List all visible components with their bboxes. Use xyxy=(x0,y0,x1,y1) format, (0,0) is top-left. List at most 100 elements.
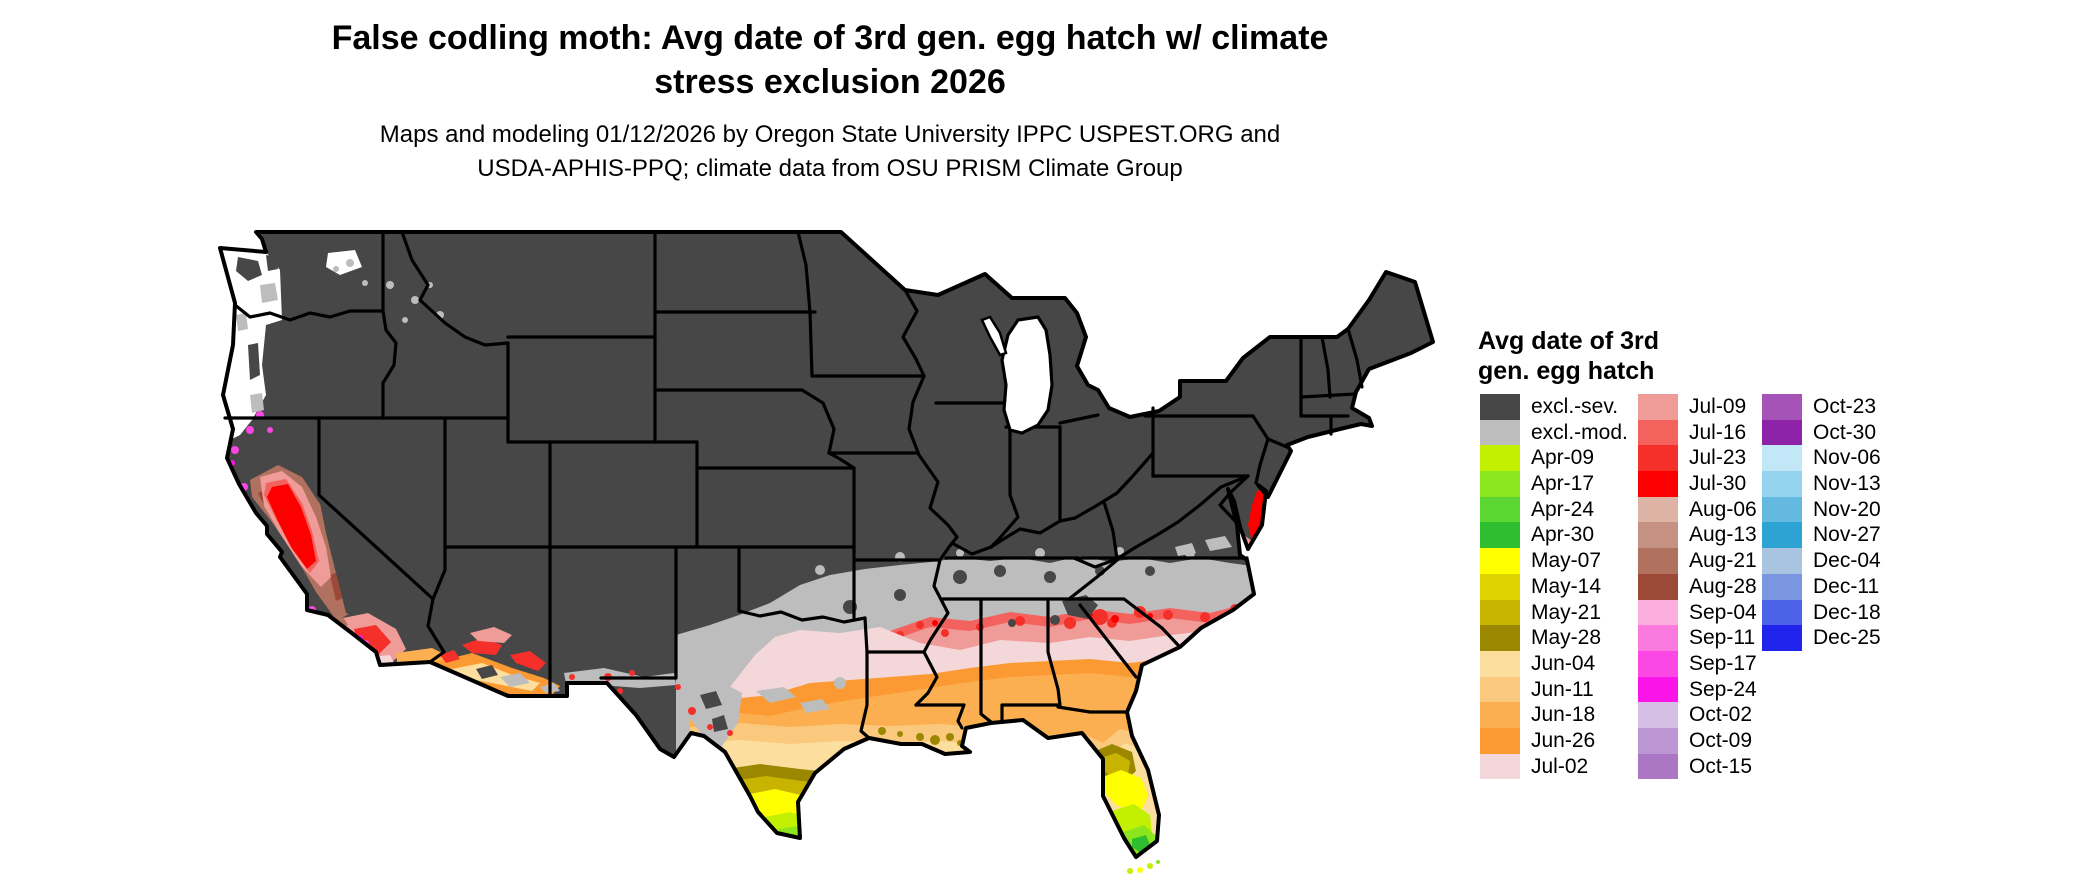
legend-label: Oct-30 xyxy=(1813,420,1877,444)
legend-row: Dec-18 xyxy=(1762,599,1881,626)
legend-row: Oct-23 xyxy=(1762,394,1881,420)
region-delmarva-jul30 xyxy=(1248,489,1265,541)
legend-label: Oct-15 xyxy=(1689,754,1753,778)
legend-row: Aug-06 xyxy=(1638,496,1757,523)
map-fill-regions xyxy=(220,232,1433,857)
legend-column-2: Jul-09 Jul-16 Jul-23 Jul-30 Aug-06 Aug-13 Aug-… xyxy=(1638,394,1757,780)
legend-row: Apr-17 xyxy=(1480,471,1628,497)
region-pnw-dark-patches xyxy=(236,255,278,380)
region-wtx-gray xyxy=(676,677,742,749)
legend-row: May-14 xyxy=(1480,573,1628,600)
legend-swatch xyxy=(1480,445,1520,472)
legend-label: Oct-02 xyxy=(1689,703,1753,727)
legend-row: Aug-28 xyxy=(1638,573,1757,600)
legend-row: Apr-24 xyxy=(1480,496,1628,523)
legend-label: Jul-30 xyxy=(1689,472,1747,496)
legend-row: Oct-09 xyxy=(1638,727,1757,754)
legend-row: Dec-25 xyxy=(1762,625,1881,651)
legend-label: Jun-04 xyxy=(1531,651,1596,675)
green-bay xyxy=(980,315,1008,357)
legend-swatch xyxy=(1480,599,1520,626)
legend-row: May-07 xyxy=(1480,548,1628,574)
region-la-olive-specks xyxy=(878,727,963,746)
legend-row: May-28 xyxy=(1480,625,1628,651)
legend-label: Apr-24 xyxy=(1531,497,1595,521)
legend-swatch xyxy=(1762,573,1802,600)
title-line-2: stress exclusion 2026 xyxy=(654,63,1006,101)
lake-michigan xyxy=(1000,315,1054,435)
region-may07-tx xyxy=(745,789,825,857)
region-may07-fl xyxy=(1100,770,1148,814)
legend-label: Dec-25 xyxy=(1813,626,1881,650)
legend-swatch xyxy=(1638,496,1678,523)
legend-row: Jul-09 xyxy=(1638,394,1757,420)
region-oct-purple-specks xyxy=(342,654,365,665)
legend-label: Oct-09 xyxy=(1689,728,1753,752)
legend-swatch xyxy=(1480,676,1520,703)
legend-swatch xyxy=(1480,753,1520,780)
legend-swatch xyxy=(1638,419,1678,446)
legend-label: excl.-sev. xyxy=(1531,395,1619,418)
legend-row: Sep-11 xyxy=(1638,625,1757,651)
legend-swatch xyxy=(1638,650,1678,677)
legend-row: Jun-11 xyxy=(1480,676,1628,703)
region-ca-jul30-core xyxy=(267,484,316,569)
region-sierra-dark xyxy=(318,487,369,618)
legend-label: Sep-17 xyxy=(1689,651,1757,675)
legend-swatch xyxy=(1638,471,1678,497)
legend-row: Oct-02 xyxy=(1638,702,1757,728)
legend-row: Dec-11 xyxy=(1762,573,1881,600)
legend-row: Sep-24 xyxy=(1638,676,1757,703)
legend-swatch xyxy=(1638,445,1678,472)
legend-label: Aug-28 xyxy=(1689,574,1757,598)
legend-label: Sep-11 xyxy=(1689,626,1756,650)
us-outline xyxy=(218,230,1435,859)
legend-label: Sep-04 xyxy=(1689,600,1757,624)
legend-label: Apr-09 xyxy=(1531,446,1595,470)
legend-row: Aug-21 xyxy=(1638,548,1757,574)
legend-label: Nov-06 xyxy=(1813,446,1881,470)
legend-swatch xyxy=(1638,625,1678,651)
us-map xyxy=(200,225,1450,885)
legend-row: Jun-26 xyxy=(1480,727,1628,754)
legend-label: Jul-16 xyxy=(1689,420,1747,444)
title-line-1: False codling moth: Avg date of 3rd gen.… xyxy=(331,19,1329,57)
legend-label: excl.-mod. xyxy=(1531,420,1628,444)
legend-row: Aug-13 xyxy=(1638,522,1757,549)
legend-swatch xyxy=(1480,419,1520,446)
legend-label: Aug-21 xyxy=(1689,549,1757,573)
legend-row: Oct-30 xyxy=(1762,419,1881,446)
legend-swatch xyxy=(1762,394,1802,420)
legend-label: Dec-11 xyxy=(1813,574,1880,598)
legend-label: Jun-18 xyxy=(1531,703,1596,727)
legend-label: Apr-30 xyxy=(1531,523,1595,547)
legend-row: excl.-mod. xyxy=(1480,419,1628,446)
region-wtx-red-dots xyxy=(675,684,733,736)
region-ctx-gray-blobs xyxy=(756,677,846,713)
legend-label: May-28 xyxy=(1531,626,1602,650)
region-jul16-strip xyxy=(890,596,1262,641)
region-boundary-gray-specks xyxy=(815,536,1232,575)
legend-swatch xyxy=(1762,599,1802,626)
subtitle: Maps and modeling 01/12/2026 by Oregon S… xyxy=(80,118,1580,186)
legend-label: Nov-20 xyxy=(1813,497,1881,521)
us-map-svg xyxy=(218,230,1435,874)
legend-swatch xyxy=(1480,650,1520,677)
legend-column-3: Oct-23 Oct-30 Nov-06 Nov-13 Nov-20 Nov-27 Dec-… xyxy=(1762,394,1881,651)
legend-swatch xyxy=(1480,727,1520,754)
state-borders xyxy=(223,230,1364,740)
legend-label: Jul-09 xyxy=(1689,395,1747,418)
region-az-jul09-rim xyxy=(470,627,512,643)
florida-keys xyxy=(1127,860,1160,874)
legend-row: Nov-06 xyxy=(1762,445,1881,472)
legend-label: Aug-06 xyxy=(1689,497,1757,521)
legend-row: Nov-27 xyxy=(1762,522,1881,549)
legend-swatch xyxy=(1638,522,1678,549)
legend-label: Jun-26 xyxy=(1531,728,1596,752)
legend-swatch xyxy=(1480,702,1520,728)
legend-label: Oct-23 xyxy=(1813,395,1877,418)
legend-swatch xyxy=(1762,625,1802,651)
region-band-dark-specks xyxy=(843,565,1155,627)
legend-swatch xyxy=(1762,496,1802,523)
